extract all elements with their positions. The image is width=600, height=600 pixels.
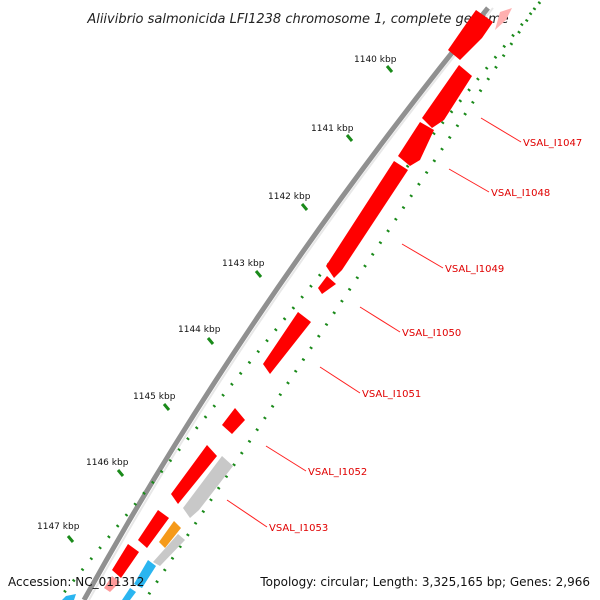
inner-dotted-scale xyxy=(143,7,537,600)
gene-arrow-vsal-i1053[interactable] xyxy=(171,445,217,504)
gene-label[interactable]: VSAL_I1048 xyxy=(491,188,550,199)
kbp-label: 1141 kbp xyxy=(311,124,354,134)
kbp-label: 1147 kbp xyxy=(37,522,80,532)
gene-label[interactable]: VSAL_I1051 xyxy=(362,389,421,400)
gene-leader-lines xyxy=(226,117,522,528)
kbp-label: 1144 kbp xyxy=(178,325,221,335)
pseudo-gene-arrow[interactable] xyxy=(183,456,233,518)
kbp-label: 1142 kbp xyxy=(268,192,311,202)
backbone-highlight xyxy=(88,7,494,600)
gene-label[interactable]: VSAL_I1052 xyxy=(308,467,367,478)
outer-major-ticks xyxy=(66,65,394,543)
outer-dotted-scale xyxy=(56,1,542,600)
blue-gene-arrow-left[interactable] xyxy=(62,594,76,600)
kbp-label: 1146 kbp xyxy=(86,458,129,468)
gene-arrow-bottom-light[interactable] xyxy=(104,576,120,592)
gene-labels: VSAL_I1047 VSAL_I1048 VSAL_I1049 VSAL_I1… xyxy=(269,138,582,534)
gene-arrow-vsal-i1048[interactable] xyxy=(422,65,472,128)
gene-label[interactable]: VSAL_I1047 xyxy=(523,138,582,149)
gene-label[interactable]: VSAL_I1049 xyxy=(445,264,504,275)
gene-arrow-vsal-i1050[interactable] xyxy=(326,161,408,278)
kbp-label: 1145 kbp xyxy=(133,392,176,402)
chromosome-backbone xyxy=(81,6,490,600)
gene-arrow-vsal-i1051[interactable] xyxy=(263,312,311,374)
gene-label[interactable]: VSAL_I1053 xyxy=(269,523,328,534)
gene-arrow-vsal-i1049[interactable] xyxy=(398,122,434,166)
gene-arrow-light[interactable] xyxy=(495,8,512,30)
kbp-label: 1140 kbp xyxy=(354,55,397,65)
orange-gene-arrow[interactable] xyxy=(159,521,181,548)
gene-arrow-bottom[interactable] xyxy=(112,544,139,578)
gene-arrow-vsal-i1047[interactable] xyxy=(448,10,493,60)
gene-arrow-lower[interactable] xyxy=(138,510,169,548)
pseudo-gene-arrow-lower[interactable] xyxy=(153,534,185,566)
map-title: Aliivibrio salmonicida LFI1238 chromosom… xyxy=(86,12,508,27)
gene-arrow-vsal-i1052[interactable] xyxy=(222,408,245,434)
gene-arrow-small[interactable] xyxy=(318,276,336,294)
blue-gene-arrow[interactable] xyxy=(134,560,156,588)
accession-label: Accession: NC_011312 xyxy=(8,575,144,589)
blue-gene-arrow-bottom[interactable] xyxy=(122,588,136,600)
kbp-tick-labels: 1140 kbp 1141 kbp 1142 kbp 1143 kbp 1144… xyxy=(37,55,397,532)
gene-features xyxy=(62,8,512,600)
kbp-label: 1143 kbp xyxy=(222,259,265,269)
gene-label[interactable]: VSAL_I1050 xyxy=(402,328,461,339)
genome-summary: Topology: circular; Length: 3,325,165 bp… xyxy=(259,575,590,589)
